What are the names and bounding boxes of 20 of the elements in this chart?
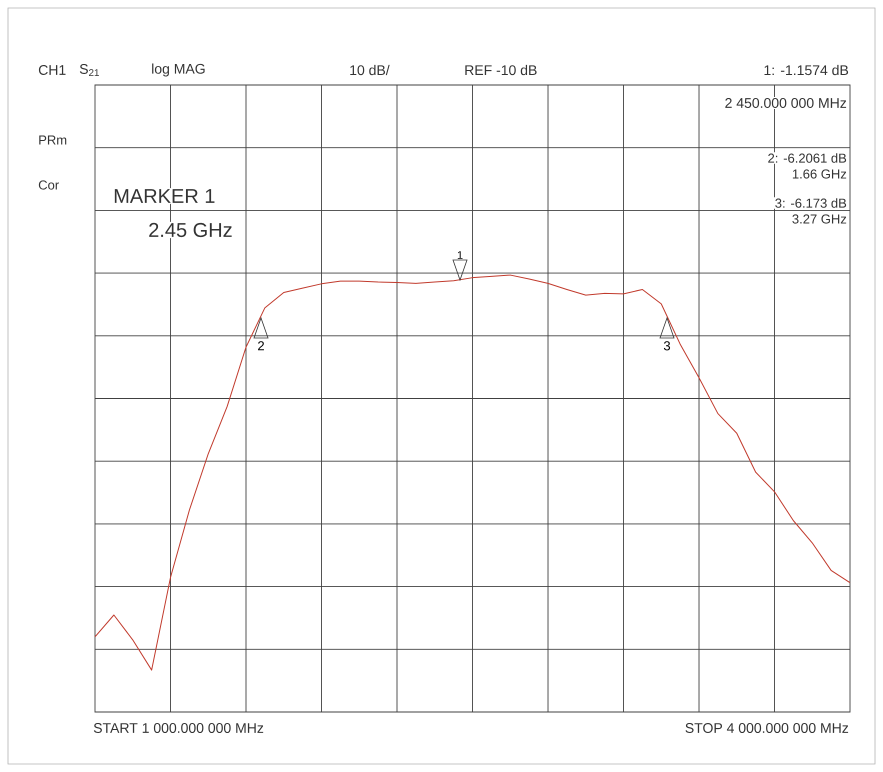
text: Cor xyxy=(38,180,59,190)
text: STOP 4 000.000 000 MHz xyxy=(686,723,848,733)
text: 3.27 GHz xyxy=(792,214,846,224)
text: MARKER 1 xyxy=(114,189,214,203)
text: log MAG xyxy=(152,63,205,77)
text: 2.45 GHz xyxy=(149,222,232,238)
annotation: 2 xyxy=(258,341,264,350)
text: START 1 000.000 000 MHz xyxy=(94,723,264,733)
annotation: 3 xyxy=(664,341,670,350)
text: PRm xyxy=(39,136,66,144)
text: 1: -1.1574 dB xyxy=(764,64,848,76)
text: 1.66 GHz xyxy=(792,169,846,179)
text: 2 450.000 000 MHz xyxy=(725,98,846,108)
text: 10 dB/ xyxy=(350,64,390,76)
text: 3: -6.173 dB xyxy=(775,198,846,208)
text: S$_{21}$ xyxy=(80,64,99,76)
text: CH1 xyxy=(38,65,66,75)
text: 2: -6.2061 dB xyxy=(768,153,846,163)
text: 1 xyxy=(458,251,463,259)
text: REF -10 dB xyxy=(465,64,537,76)
